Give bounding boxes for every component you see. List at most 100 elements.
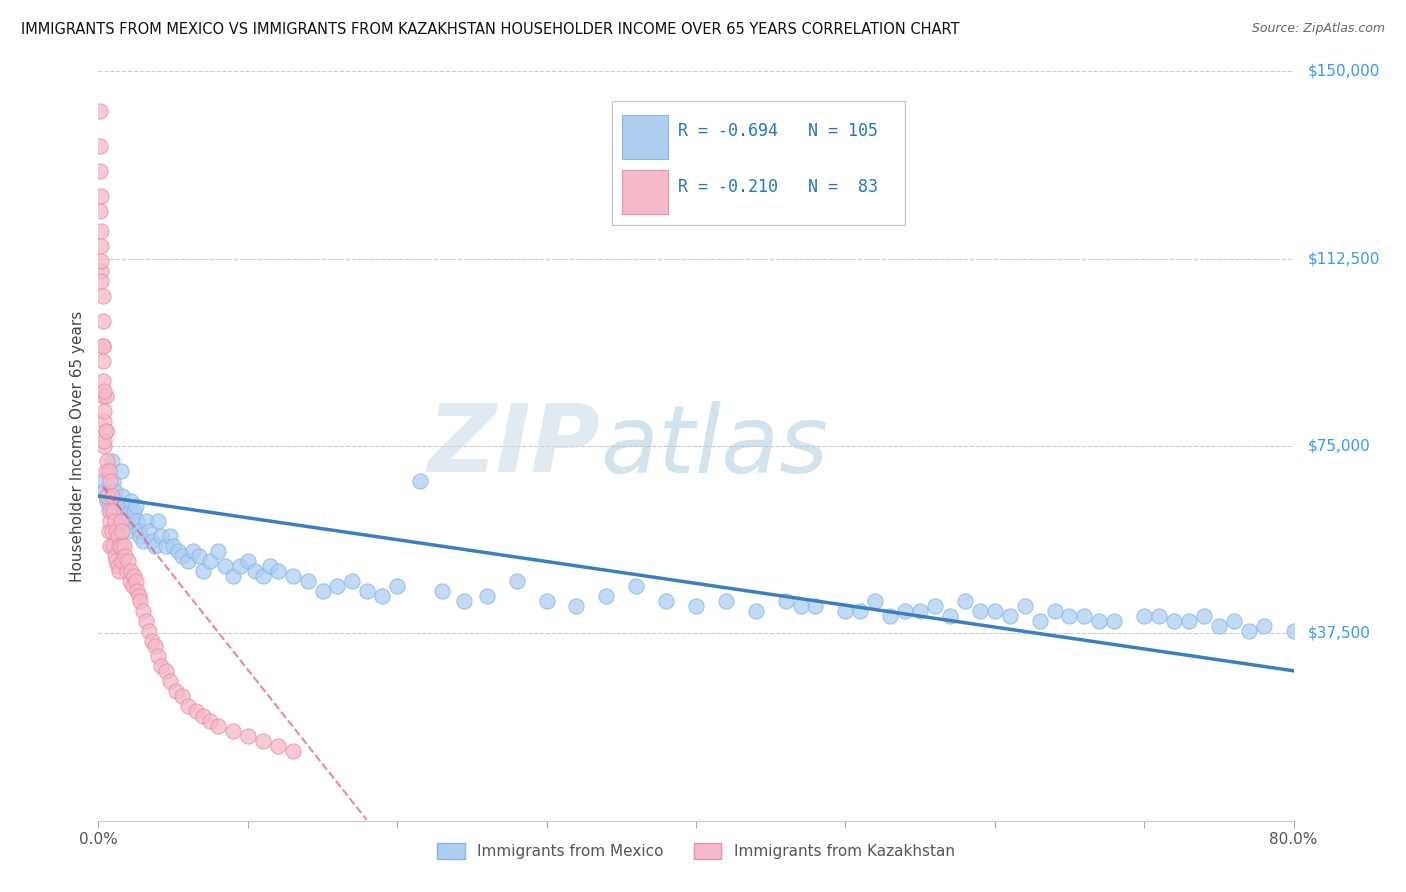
Point — [685, 599, 707, 613]
Point — [118, 504, 141, 518]
Text: Source: ZipAtlas.com: Source: ZipAtlas.com — [1251, 22, 1385, 36]
Point — [127, 583, 149, 598]
Point — [112, 499, 135, 513]
Point — [924, 599, 946, 613]
Point — [125, 499, 148, 513]
Point — [94, 424, 117, 438]
Point — [115, 564, 138, 578]
Point — [97, 499, 120, 513]
Point — [506, 574, 529, 588]
Point — [108, 514, 131, 528]
Point — [132, 604, 155, 618]
Point — [1028, 614, 1050, 628]
FancyBboxPatch shape — [613, 102, 905, 225]
Point — [91, 374, 114, 388]
Point — [132, 533, 155, 548]
Point — [1073, 608, 1095, 623]
Point — [91, 339, 114, 353]
Point — [98, 504, 122, 518]
Point — [101, 524, 124, 538]
Point — [408, 474, 430, 488]
Point — [129, 594, 152, 608]
Point — [94, 389, 117, 403]
Point — [90, 274, 112, 288]
Point — [200, 714, 222, 728]
Point — [94, 464, 117, 478]
Point — [91, 474, 114, 488]
Point — [111, 554, 134, 568]
Point — [101, 454, 124, 468]
Point — [1014, 599, 1036, 613]
Point — [969, 604, 991, 618]
Point — [121, 579, 143, 593]
Point — [128, 589, 150, 603]
Point — [939, 608, 962, 623]
Point — [89, 104, 111, 119]
Point — [908, 604, 931, 618]
Point — [191, 564, 214, 578]
Point — [177, 554, 200, 568]
Text: R = -0.694   N = 105: R = -0.694 N = 105 — [678, 122, 877, 140]
Point — [214, 558, 236, 573]
Point — [91, 389, 114, 403]
Point — [120, 494, 142, 508]
Point — [104, 483, 127, 498]
Point — [129, 529, 152, 543]
Point — [342, 574, 364, 588]
Point — [104, 549, 127, 563]
Point — [259, 558, 281, 573]
Point — [103, 474, 125, 488]
Point — [1088, 614, 1111, 628]
Point — [90, 254, 112, 268]
Point — [953, 594, 976, 608]
Point — [93, 483, 115, 498]
Point — [97, 464, 120, 478]
Point — [155, 664, 177, 678]
Point — [879, 608, 901, 623]
Text: $112,500: $112,500 — [1308, 252, 1381, 266]
Point — [1192, 608, 1215, 623]
Point — [90, 224, 112, 238]
Point — [103, 539, 125, 553]
Point — [281, 569, 304, 583]
Point — [121, 514, 143, 528]
Point — [834, 604, 856, 618]
Point — [200, 554, 222, 568]
Point — [775, 594, 797, 608]
Point — [1163, 614, 1185, 628]
Point — [1043, 604, 1066, 618]
Point — [229, 558, 252, 573]
Point — [159, 529, 181, 543]
Point — [191, 708, 214, 723]
Point — [91, 354, 114, 368]
Point — [94, 489, 117, 503]
Point — [101, 489, 124, 503]
Point — [98, 474, 122, 488]
Point — [120, 564, 142, 578]
Point — [252, 569, 274, 583]
Point — [236, 729, 259, 743]
Point — [135, 514, 157, 528]
Point — [1178, 614, 1201, 628]
Point — [107, 558, 129, 573]
Point — [165, 683, 187, 698]
Point — [184, 704, 207, 718]
Point — [1253, 619, 1275, 633]
Point — [105, 524, 128, 538]
Point — [90, 189, 112, 203]
Point — [150, 658, 173, 673]
Point — [97, 524, 120, 538]
Point — [143, 539, 166, 553]
Point — [94, 424, 117, 438]
Point — [998, 608, 1021, 623]
Point — [89, 204, 111, 219]
Point — [114, 508, 136, 523]
Point — [166, 544, 188, 558]
Point — [745, 604, 768, 618]
Point — [91, 314, 114, 328]
Point — [124, 504, 146, 518]
Point — [159, 673, 181, 688]
Point — [626, 579, 648, 593]
Point — [143, 639, 166, 653]
Point — [177, 698, 200, 713]
